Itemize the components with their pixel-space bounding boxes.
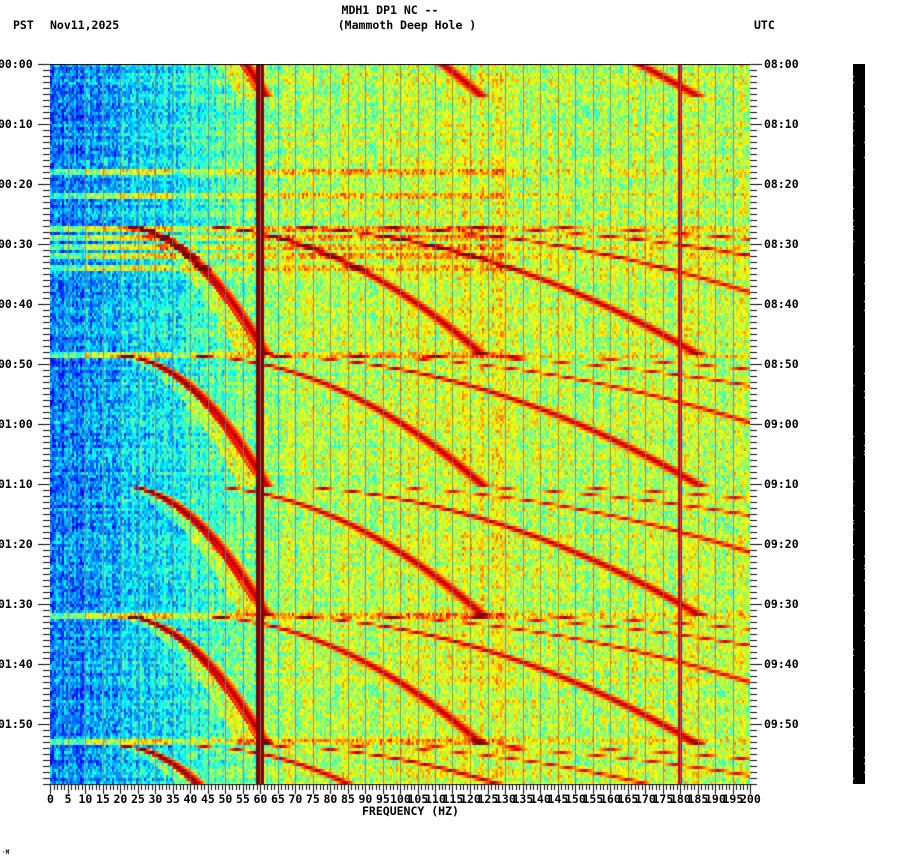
spectrogram-heatmap [50,64,750,784]
x-tick-label: 10 [78,792,93,806]
x-tick-label: 55 [236,792,250,806]
x-tick-label: 75 [306,792,320,806]
x-tick-label: 125 [477,792,499,806]
y-tick-label-right: 09:00 [764,417,799,431]
y-tick-label-right: 09:20 [764,537,799,551]
x-tick-label: 100 [390,792,411,806]
x-tick-label: 185 [687,792,709,806]
x-tick-label: 70 [288,792,303,806]
y-tick-label-left: 00:50 [0,357,33,371]
y-tick-label-left: 00:40 [0,297,33,311]
y-tick-label-right: 09:10 [764,477,799,491]
x-tick-label: 110 [425,792,446,806]
x-tick-label: 50 [218,792,233,806]
x-tick-label: 115 [442,792,464,806]
x-tick-label: 20 [113,792,128,806]
x-tick-label: 80 [323,792,338,806]
x-tick-label: 160 [600,792,621,806]
y-tick-label-right: 09:30 [764,597,799,611]
y-tick-label-right: 08:30 [764,237,799,251]
y-tick-label-left: 01:00 [0,417,33,431]
x-tick-label: 85 [341,792,355,806]
x-tick-label: 60 [253,792,268,806]
y-tick-label-left: 01:10 [0,477,33,491]
x-tick-label: 130 [495,792,516,806]
x-tick-label: 90 [358,792,373,806]
x-tick-label: 190 [705,792,726,806]
y-tick-label-right: 08:10 [764,117,799,131]
x-tick-label: 105 [407,792,429,806]
x-tick-label: 0 [47,792,54,806]
y-tick-label-right: 08:20 [764,177,799,191]
y-tick-label-left: 01:20 [0,537,33,551]
y-tick-label-left: 01:30 [0,597,33,611]
x-tick-label: 15 [96,792,110,806]
gain-indicator-bar [853,64,865,784]
x-tick-label: 95 [376,792,390,806]
x-tick-label: 180 [670,792,691,806]
x-tick-label: 170 [635,792,656,806]
y-tick-label-left: 00:10 [0,117,33,131]
x-tick-label: 135 [512,792,534,806]
x-tick-label: 150 [565,792,586,806]
x-tick-label: 40 [183,792,198,806]
y-tick-label-left: 01:40 [0,657,33,671]
x-tick-label: 45 [201,792,215,806]
x-tick-label: 155 [582,792,604,806]
y-tick-label-left: 00:00 [0,57,33,71]
x-tick-label: 145 [547,792,569,806]
x-tick-label: 35 [166,792,180,806]
x-tick-label: 200 [740,792,761,806]
x-axis-title: FREQUENCY (HZ) [362,804,459,818]
x-tick-label: 5 [64,792,72,806]
x-tick-label: 195 [722,792,744,806]
y-tick-label-left: 00:20 [0,177,33,191]
y-tick-label-left: 00:30 [0,237,33,251]
y-tick-label-right: 08:50 [764,357,799,371]
y-tick-label-left: 01:50 [0,717,33,731]
x-tick-label: 175 [652,792,674,806]
x-tick-label: 120 [460,792,481,806]
spectrogram-plot [50,64,750,784]
x-tick-label: 30 [148,792,163,806]
y-tick-label-right: 09:50 [764,717,799,731]
x-tick-label: 140 [530,792,551,806]
y-tick-label-right: 09:40 [764,657,799,671]
x-tick-label: 165 [617,792,639,806]
y-tick-label-right: 08:00 [764,57,799,71]
y-tick-label-right: 08:40 [764,297,799,311]
x-tick-label: 25 [131,792,145,806]
corner-mark: ·M [2,849,10,856]
x-tick-label: 65 [271,792,285,806]
